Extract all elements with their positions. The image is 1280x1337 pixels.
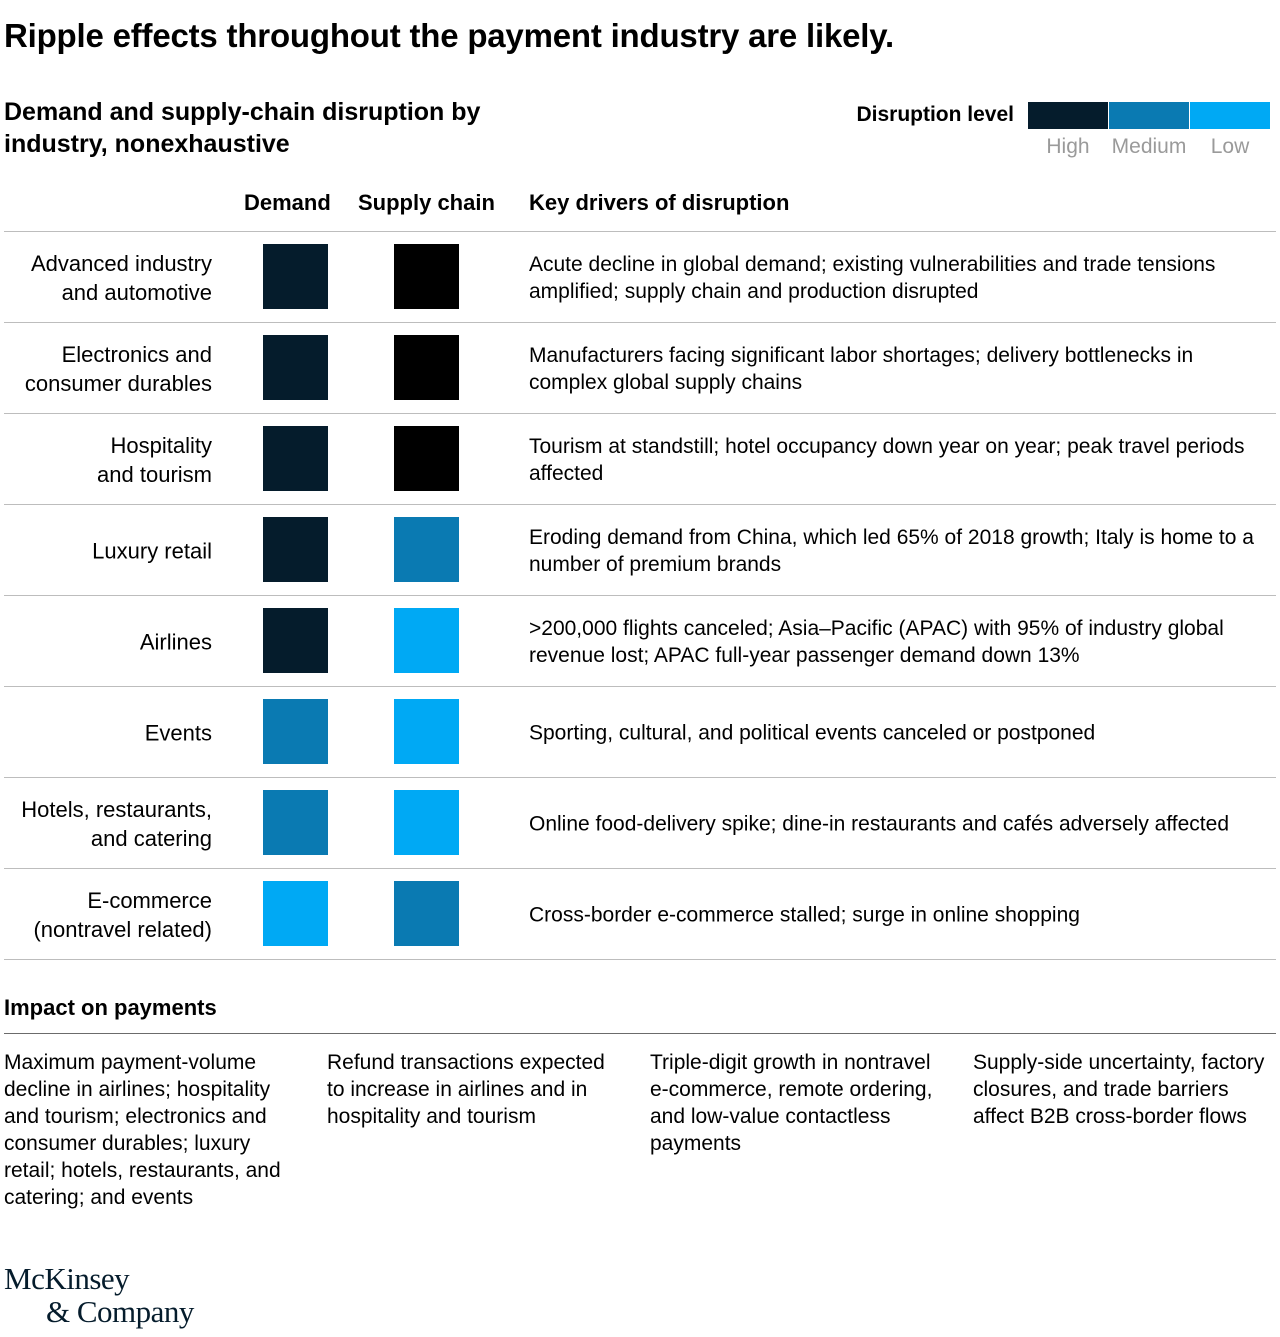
legend-swatch-medium xyxy=(1109,102,1189,129)
row-divider xyxy=(4,868,1276,869)
logo-line-1: McKinsey xyxy=(4,1261,130,1296)
supply-chain-level-cell xyxy=(394,517,459,582)
demand-level-cell xyxy=(263,517,328,582)
table-row: E-commerce (nontravel related) Cross-bord… xyxy=(0,869,1280,960)
disruption-driver-text: >200,000 flights canceled; Asia–Pacific … xyxy=(529,616,1224,667)
supply-chain-level-cell xyxy=(394,608,459,673)
mckinsey-logo: McKinsey & Company xyxy=(4,1262,194,1328)
disruption-driver-text: Eroding demand from China, which led 65%… xyxy=(529,525,1254,576)
disruption-driver-text: Acute decline in global demand; existing… xyxy=(529,252,1216,303)
legend-level-high: High xyxy=(1046,135,1090,158)
disruption-driver-text: Online food-delivery spike; dine-in rest… xyxy=(529,812,1230,835)
row-divider xyxy=(4,777,1276,778)
disruption-driver-text: Sporting, cultural, and political events… xyxy=(529,721,1096,744)
supply-chain-level-cell xyxy=(394,335,459,400)
disruption-driver-text: Tourism at standstill; hotel occupancy d… xyxy=(529,434,1245,485)
chart-subtitle: Demand and supply-chain disruption by in… xyxy=(4,98,481,158)
row-divider xyxy=(4,686,1276,687)
row-divider xyxy=(4,595,1276,596)
row-divider xyxy=(4,322,1276,323)
column-header-drivers: Key drivers of disruption xyxy=(529,190,790,215)
impact-divider xyxy=(4,1033,1276,1034)
demand-level-cell xyxy=(263,426,328,491)
legend-label: Disruption level xyxy=(856,103,1014,126)
industry-label: Hotels, restaurants, and catering xyxy=(21,796,212,851)
demand-level-cell xyxy=(263,699,328,764)
table-row: Events Sporting, cultural, and political … xyxy=(0,687,1280,778)
demand-level-cell xyxy=(263,790,328,855)
supply-chain-level-cell xyxy=(394,426,459,491)
impact-item-1: Maximum payment-volume decline in airlin… xyxy=(4,1051,281,1209)
industry-label: Luxury retail xyxy=(92,538,212,563)
demand-level-cell xyxy=(263,608,328,673)
disruption-driver-text: Manufacturers facing significant labor s… xyxy=(529,343,1194,394)
supply-chain-level-cell xyxy=(394,881,459,946)
industry-label: Advanced industry and automotive xyxy=(31,250,212,305)
industry-label: Hospitality and tourism xyxy=(97,432,212,487)
impact-item-3: Triple-digit growth in nontravel e-comme… xyxy=(650,1051,933,1155)
page-title: Ripple effects throughout the payment in… xyxy=(4,17,894,54)
table-row: Hospitality and tourism Tourism at stands… xyxy=(0,414,1280,505)
industry-label: E-commerce (nontravel related) xyxy=(33,887,212,942)
demand-level-cell xyxy=(263,335,328,400)
industry-label: Events xyxy=(144,720,212,745)
industry-label: Electronics and consumer durables xyxy=(24,341,212,396)
column-header-supply-chain: Supply chain xyxy=(358,190,495,215)
table-row: Hotels, restaurants, and catering Online … xyxy=(0,778,1280,869)
supply-chain-level-cell xyxy=(394,790,459,855)
impact-heading: Impact on payments xyxy=(4,995,217,1020)
row-divider xyxy=(4,504,1276,505)
row-divider xyxy=(4,959,1276,960)
table-row: Airlines >200,000 flights canceled; Asia–… xyxy=(0,596,1280,687)
impact-item-4: Supply-side uncertainty, factory closure… xyxy=(973,1051,1265,1128)
legend-level-low: Low xyxy=(1210,135,1250,158)
column-header-demand: Demand xyxy=(244,190,331,215)
impact-item-2: Refund transactions expected to increase… xyxy=(327,1051,605,1128)
header-divider xyxy=(4,231,1276,232)
industry-label: Airlines xyxy=(139,629,212,654)
legend-swatch-high xyxy=(1028,102,1108,129)
supply-chain-level-cell xyxy=(394,244,459,309)
demand-level-cell xyxy=(263,881,328,946)
demand-level-cell xyxy=(263,244,328,309)
table-row: Advanced industry and automotive Acute de… xyxy=(0,232,1280,323)
legend-swatch-low xyxy=(1190,102,1270,129)
legend-level-medium: Medium xyxy=(1111,135,1187,158)
supply-chain-level-cell xyxy=(394,699,459,764)
table-row: Electronics and consumer durables Manufac… xyxy=(0,323,1280,414)
logo-line-2: & Company xyxy=(46,1294,194,1329)
disruption-driver-text: Cross-border e-commerce stalled; surge i… xyxy=(529,903,1080,926)
row-divider xyxy=(4,413,1276,414)
table-row: Luxury retail Eroding demand from China, … xyxy=(0,505,1280,596)
